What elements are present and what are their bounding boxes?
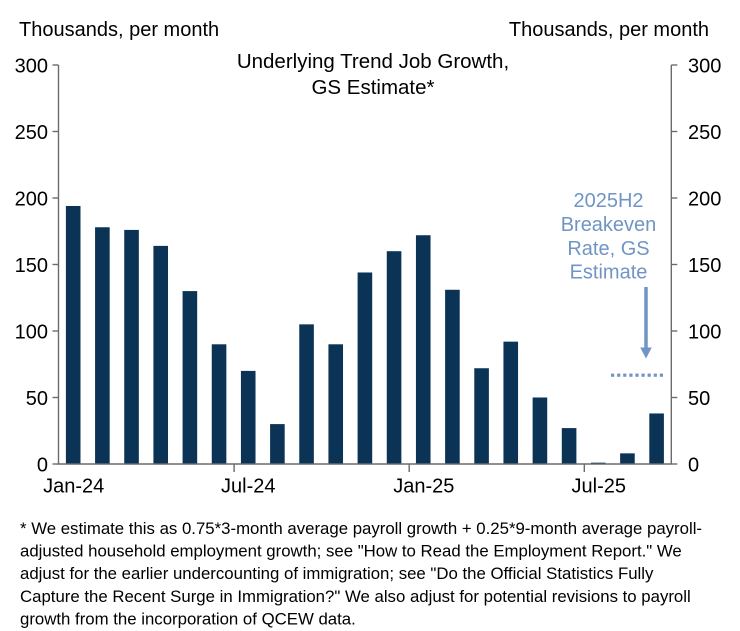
svg-text:0: 0 (688, 455, 699, 477)
svg-text:Underlying Trend Job Growth,: Underlying Trend Job Growth, (237, 50, 509, 73)
svg-text:Breakeven: Breakeven (561, 214, 657, 236)
svg-text:200: 200 (688, 189, 721, 211)
svg-text:Thousands, per month: Thousands, per month (19, 19, 219, 41)
svg-text:* We estimate this as 0.75*3-m: * We estimate this as 0.75*3-month avera… (20, 519, 702, 538)
svg-text:150: 150 (688, 255, 721, 277)
svg-text:50: 50 (688, 388, 710, 410)
svg-text:Jan-25: Jan-25 (393, 475, 454, 497)
svg-text:150: 150 (15, 255, 48, 277)
svg-text:Capture the Recent Surge in Im: Capture the Recent Surge in Immigration?… (20, 587, 691, 606)
svg-text:Thousands, per month: Thousands, per month (509, 19, 709, 41)
svg-text:300: 300 (688, 56, 721, 78)
svg-text:250: 250 (688, 122, 721, 144)
svg-text:GS Estimate*: GS Estimate* (311, 76, 434, 99)
svg-text:Estimate: Estimate (570, 262, 648, 284)
svg-text:Jul-24: Jul-24 (221, 475, 275, 497)
svg-text:adjust for the earlier underco: adjust for the earlier undercounting of … (20, 564, 654, 583)
svg-text:0: 0 (37, 455, 48, 477)
svg-text:Rate, GS: Rate, GS (567, 238, 649, 260)
svg-text:Jan-24: Jan-24 (43, 475, 104, 497)
svg-text:200: 200 (15, 189, 48, 211)
svg-text:adjusted household employment: adjusted household employment growth; se… (20, 542, 682, 561)
svg-text:Jul-25: Jul-25 (572, 475, 626, 497)
svg-text:300: 300 (15, 56, 48, 78)
svg-text:250: 250 (15, 122, 48, 144)
svg-text:50: 50 (26, 388, 48, 410)
svg-text:growth from the incorporation: growth from the incorporation of QCEW da… (20, 609, 356, 628)
svg-text:100: 100 (688, 322, 721, 344)
svg-text:2025H2: 2025H2 (573, 190, 643, 212)
svg-text:100: 100 (15, 322, 48, 344)
